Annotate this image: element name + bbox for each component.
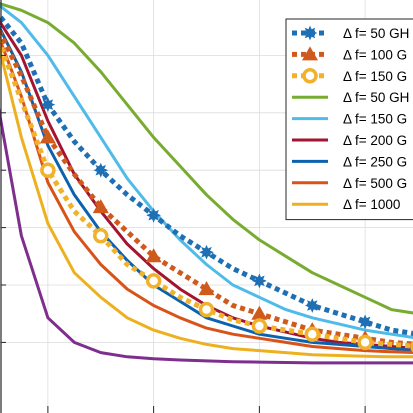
- legend-label-3: Δ f= 50 GH: [343, 90, 409, 105]
- legend-marker-2: [302, 68, 318, 84]
- series-0-marker-14: [357, 314, 373, 330]
- legend-marker-1: [302, 46, 318, 61]
- series-0-marker-2: [40, 97, 56, 113]
- legend-marker-0: [302, 25, 318, 41]
- series-0-marker-8: [199, 244, 214, 260]
- series-1-marker-8: [198, 281, 215, 296]
- legend-label-0: Δ f= 50 GH: [343, 26, 409, 41]
- series-1-marker-4: [92, 199, 109, 214]
- series-line-8: [0, 44, 413, 359]
- series-1-marker-6: [145, 248, 162, 263]
- series-1-marker-10: [251, 305, 268, 320]
- series-2-marker-6: [145, 273, 162, 289]
- legend-label-5: Δ f= 200 G: [343, 133, 407, 148]
- series-line-1: [0, 27, 413, 347]
- series-line-9: [0, 107, 413, 365]
- series-2-marker-12: [304, 326, 320, 342]
- series-line-7: [0, 35, 413, 354]
- series-2-marker-14: [357, 334, 373, 351]
- legend-label-8: Δ f= 1000: [343, 197, 400, 212]
- legend: Δ f= 50 GH Δ f= 100 G Δ f= 150 G Δ f= 50 GH…: [285, 18, 413, 221]
- series-line-4: [0, 4, 413, 340]
- series-0-marker-10: [252, 273, 267, 289]
- series-2-marker-10: [251, 318, 268, 334]
- series-2-marker-4: [93, 228, 109, 244]
- legend-label-4: Δ f= 150 G: [343, 112, 407, 127]
- legend-label-6: Δ f= 250 G: [343, 154, 407, 169]
- series-1-marker-2: [39, 129, 56, 144]
- axes: [0, 0, 366, 413]
- series-2-marker-8: [198, 301, 215, 318]
- series-2-marker-2: [40, 162, 56, 178]
- legend-label-7: Δ f= 500 G: [343, 176, 407, 191]
- series-line-6: [0, 25, 413, 352]
- series-0-marker-6: [146, 207, 161, 223]
- series-0-marker-12: [304, 298, 320, 313]
- legend-label-1: Δ f= 100 G: [343, 47, 407, 62]
- series-0-marker-4: [93, 162, 109, 178]
- series-line-3: [0, 2, 413, 315]
- legend-label-2: Δ f= 150 G: [343, 69, 407, 84]
